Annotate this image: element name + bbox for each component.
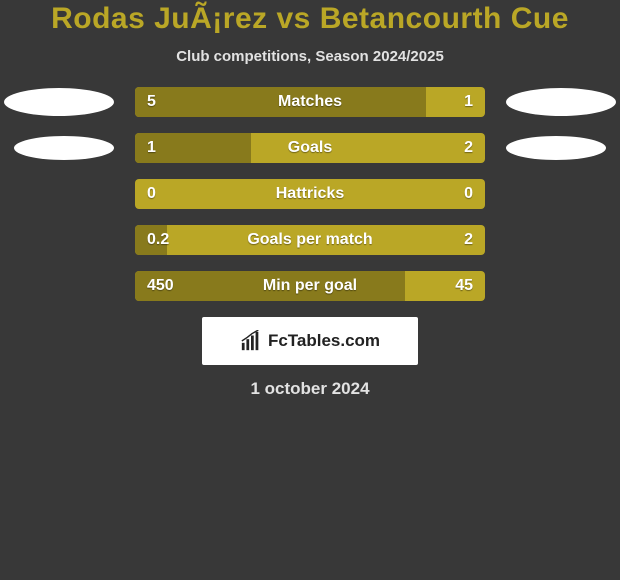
stat-value-right: 1 <box>464 87 473 117</box>
stat-row: 450Min per goal45 <box>0 271 620 301</box>
stat-value-right: 2 <box>464 225 473 255</box>
stat-bar: 0.2Goals per match2 <box>135 225 485 255</box>
player2-marker <box>506 88 616 116</box>
stat-value-right: 2 <box>464 133 473 163</box>
logo-box[interactable]: FcTables.com <box>202 317 418 365</box>
stat-value-right: 0 <box>464 179 473 209</box>
stat-label: Matches <box>135 87 485 117</box>
player1-marker <box>4 88 114 116</box>
page-title: Rodas JuÃ¡rez vs Betancourth Cue <box>0 2 620 36</box>
chart-icon <box>240 330 262 352</box>
stat-value-right: 45 <box>455 271 473 301</box>
stat-rows: 5Matches11Goals20Hattricks00.2Goals per … <box>0 87 620 301</box>
date-label: 1 october 2024 <box>0 379 620 399</box>
stat-row: 1Goals2 <box>0 133 620 163</box>
stat-bar: 1Goals2 <box>135 133 485 163</box>
stat-bar: 0Hattricks0 <box>135 179 485 209</box>
stat-row: 0Hattricks0 <box>0 179 620 209</box>
stat-label: Goals <box>135 133 485 163</box>
stat-bar: 5Matches1 <box>135 87 485 117</box>
player2-marker <box>506 136 606 160</box>
comparison-widget: Rodas JuÃ¡rez vs Betancourth Cue Club co… <box>0 0 620 399</box>
vs-separator: vs <box>276 2 310 35</box>
logo-text: FcTables.com <box>268 331 380 351</box>
player2-name: Betancourth Cue <box>320 2 569 35</box>
stat-label: Hattricks <box>135 179 485 209</box>
stat-row: 5Matches1 <box>0 87 620 117</box>
stat-label: Min per goal <box>135 271 485 301</box>
player1-marker <box>14 136 114 160</box>
stat-label: Goals per match <box>135 225 485 255</box>
stat-bar: 450Min per goal45 <box>135 271 485 301</box>
stat-row: 0.2Goals per match2 <box>0 225 620 255</box>
player1-name: Rodas JuÃ¡rez <box>51 2 268 35</box>
subtitle: Club competitions, Season 2024/2025 <box>0 48 620 65</box>
